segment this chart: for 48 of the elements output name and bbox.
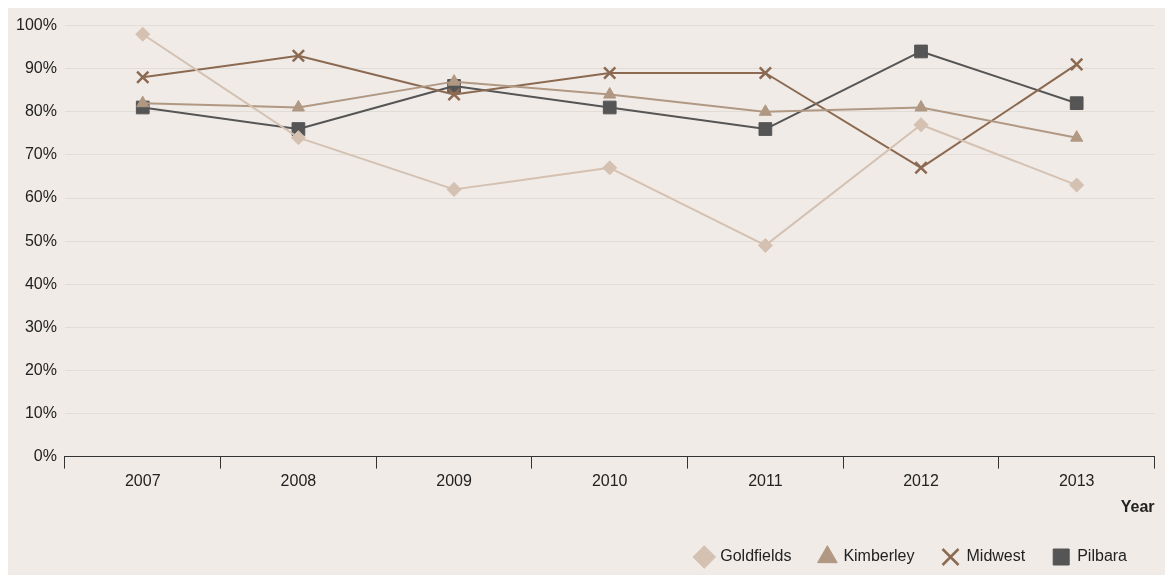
legend-label: Pilbara xyxy=(1077,547,1128,565)
point xyxy=(446,181,462,197)
point xyxy=(1069,177,1085,193)
point xyxy=(914,160,928,175)
point xyxy=(914,99,928,112)
x-tick-label: 2007 xyxy=(124,471,161,489)
y-tick-label: 30% xyxy=(24,317,57,335)
y-tick-label: 80% xyxy=(24,102,57,120)
point xyxy=(1069,96,1084,111)
x-tick-label: 2011 xyxy=(748,471,783,489)
legend-label: Goldfields xyxy=(720,547,792,565)
point xyxy=(1069,57,1084,72)
point xyxy=(913,117,929,133)
y-tick-label: 20% xyxy=(24,360,57,378)
point xyxy=(758,104,772,116)
x-tick-label: 2010 xyxy=(591,471,628,489)
y-tick-label: 0% xyxy=(33,447,57,465)
point xyxy=(914,44,928,59)
point xyxy=(602,100,617,115)
x-tick-label: 2008 xyxy=(280,471,317,489)
y-tick-label: 10% xyxy=(24,403,57,421)
point xyxy=(447,87,461,102)
point xyxy=(447,74,461,86)
legend-label: Kimberley xyxy=(843,547,915,565)
point xyxy=(136,95,150,108)
x-axis-title: Year xyxy=(1120,497,1155,515)
x-tick-label: 2009 xyxy=(436,471,472,489)
point xyxy=(135,70,150,85)
point xyxy=(291,99,305,112)
point xyxy=(602,160,618,176)
point xyxy=(603,87,617,99)
y-tick-label: 70% xyxy=(24,145,57,163)
legend-label: Midwest xyxy=(966,547,1026,565)
point xyxy=(1070,130,1084,142)
y-tick-label: 60% xyxy=(24,188,57,206)
y-tick-label: 100% xyxy=(16,16,57,34)
point xyxy=(757,237,773,253)
point xyxy=(758,66,773,80)
y-tick-label: 40% xyxy=(24,274,57,292)
point xyxy=(602,66,617,80)
point xyxy=(758,122,773,136)
point xyxy=(135,26,151,42)
y-tick-label: 90% xyxy=(24,59,57,77)
x-tick-label: 2013 xyxy=(1058,471,1095,489)
y-tick-label: 50% xyxy=(24,231,57,249)
x-tick-label: 2012 xyxy=(903,471,939,489)
point xyxy=(290,130,306,146)
point xyxy=(291,48,306,63)
